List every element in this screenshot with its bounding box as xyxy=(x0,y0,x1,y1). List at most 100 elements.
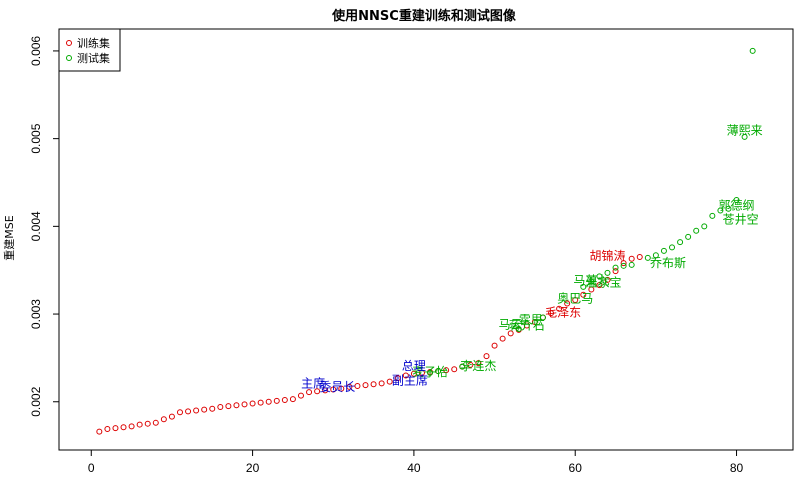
point-s0-4 xyxy=(128,423,135,430)
point-s0-53 xyxy=(523,322,530,329)
point-s1-9 xyxy=(612,264,619,271)
point-s0-27 xyxy=(314,388,321,395)
plot-frame xyxy=(58,28,794,451)
legend-label-train: 训练集 xyxy=(77,36,110,50)
point-s1-21 xyxy=(717,207,724,214)
point-s1-10 xyxy=(620,262,627,269)
annotation-8: 乔布斯 xyxy=(650,256,686,270)
point-s1-17 xyxy=(685,233,692,240)
point-s1-15 xyxy=(669,244,676,251)
point-s0-3 xyxy=(120,424,127,431)
annotation-1: 毛泽东 xyxy=(545,305,581,319)
point-s1-0 xyxy=(427,369,434,376)
y-tick-label-0: 0.002 xyxy=(29,386,43,416)
point-s0-54 xyxy=(531,318,538,325)
point-s0-6 xyxy=(144,420,151,427)
annotation-7: 马云 xyxy=(499,318,523,332)
point-s1-23 xyxy=(733,197,740,204)
y-tick-label-2: 0.004 xyxy=(29,211,43,241)
point-s0-29 xyxy=(330,386,337,393)
point-s1-8 xyxy=(604,269,611,276)
point-s0-24 xyxy=(289,396,296,403)
point-s1-4 xyxy=(539,314,546,321)
point-s0-18 xyxy=(241,401,248,408)
point-s0-31 xyxy=(346,383,353,390)
point-s0-36 xyxy=(386,378,393,385)
chart-title: 使用NNSC重建训练和测试图像 xyxy=(331,8,517,24)
point-s0-25 xyxy=(297,392,304,399)
y-axis-title: 重建MSE xyxy=(2,215,16,260)
annotation-5: 蒋介石 xyxy=(509,318,545,332)
point-s0-49 xyxy=(491,342,498,349)
point-s1-5 xyxy=(580,283,587,290)
annotation-0: 胡锦涛 xyxy=(589,248,625,263)
annotation-15: 副主席 xyxy=(392,373,428,388)
point-s0-5 xyxy=(136,421,143,428)
annotation-14: 总理 xyxy=(402,359,426,373)
point-s0-30 xyxy=(338,385,345,392)
point-s0-63 xyxy=(604,276,611,283)
point-s1-13 xyxy=(652,252,659,259)
point-s0-65 xyxy=(620,260,627,267)
annotation-3: 马英九 xyxy=(573,274,609,288)
annotation-13: 麦子怡 xyxy=(412,365,448,379)
legend-marker-train xyxy=(66,40,72,46)
x-tick-label-3: 60 xyxy=(569,461,583,475)
point-s1-20 xyxy=(709,212,716,219)
point-s0-47 xyxy=(475,360,482,367)
point-s1-24 xyxy=(741,133,748,140)
point-s0-50 xyxy=(499,335,506,342)
point-s1-1 xyxy=(435,368,442,375)
point-s0-57 xyxy=(556,305,563,312)
point-s0-10 xyxy=(176,409,183,416)
x-tick-label-2: 40 xyxy=(407,461,421,475)
annotation-17: 委员长 xyxy=(319,380,355,394)
point-s0-67 xyxy=(636,254,643,261)
point-s0-44 xyxy=(451,366,458,373)
point-s0-21 xyxy=(265,398,272,405)
x-tick-label-4: 80 xyxy=(730,461,744,475)
point-s0-35 xyxy=(378,380,385,387)
annotation-12: 李连杰 xyxy=(460,358,496,373)
annotation-4: 温家宝 xyxy=(585,274,621,289)
point-s0-12 xyxy=(193,407,200,414)
x-tick-label-0: 0 xyxy=(88,461,95,475)
point-s0-56 xyxy=(548,310,555,317)
point-s1-7 xyxy=(596,273,603,280)
point-s0-7 xyxy=(152,419,159,426)
point-s0-13 xyxy=(201,406,208,413)
point-s0-17 xyxy=(233,402,240,409)
point-s0-9 xyxy=(168,413,175,420)
point-s0-20 xyxy=(257,399,264,406)
point-s0-11 xyxy=(185,408,192,415)
annotation-2: 奥巴马 xyxy=(557,291,593,305)
legend-marker-test xyxy=(66,55,72,61)
point-s1-25 xyxy=(749,47,756,54)
point-s0-2 xyxy=(112,425,119,432)
legend-box xyxy=(58,28,121,72)
point-s0-61 xyxy=(588,286,595,293)
point-s0-46 xyxy=(467,361,474,368)
point-s0-22 xyxy=(273,397,280,404)
point-s0-64 xyxy=(612,268,619,275)
point-s0-62 xyxy=(596,282,603,289)
point-s1-11 xyxy=(628,261,635,268)
y-tick-label-4: 0.006 xyxy=(29,36,43,66)
point-s0-40 xyxy=(418,369,425,376)
point-s0-1 xyxy=(104,425,111,432)
annotation-6: 霍思 xyxy=(519,313,543,327)
point-s0-23 xyxy=(281,397,288,404)
point-s1-12 xyxy=(644,254,651,261)
point-s0-59 xyxy=(572,297,579,304)
point-s0-32 xyxy=(354,382,361,389)
y-axis: 0.002 0.003 0.004 0.005 0.006 xyxy=(29,36,59,417)
point-s1-16 xyxy=(677,239,684,246)
legend: 训练集 测试集 xyxy=(58,28,121,72)
point-s1-6 xyxy=(588,278,595,285)
point-s0-60 xyxy=(580,291,587,298)
point-s0-26 xyxy=(306,389,313,396)
point-s0-0 xyxy=(96,428,103,435)
point-s0-33 xyxy=(362,382,369,389)
annotation-9: 郭德纲 xyxy=(719,197,755,212)
